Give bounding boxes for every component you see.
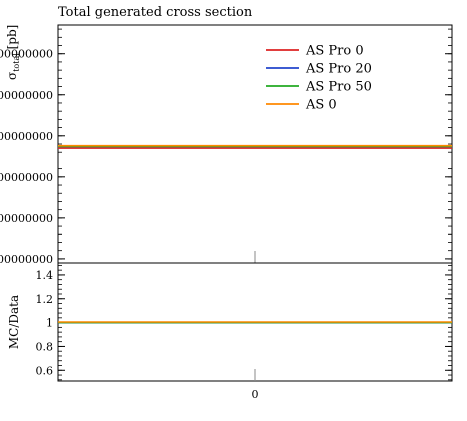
legend-entry-label: AS Pro 50: [305, 80, 372, 95]
lower-y-tick-label: 1.2: [36, 293, 54, 306]
legend-entry-label: AS Pro 20: [305, 62, 372, 77]
lower-series-lines: [58, 321, 452, 324]
lower-y-tick-label: 0.6: [36, 364, 54, 377]
lower-y-tick-label: 0.8: [36, 340, 54, 353]
upper-series-lines: [58, 144, 452, 149]
ylabel-sigma: σ: [5, 72, 19, 80]
lower-y-axis-label: MC/Data: [7, 295, 21, 349]
lower-y-tick-label: 1.4: [36, 269, 54, 282]
lower-y-tick-label: 1: [46, 317, 53, 330]
legend: AS Pro 0 AS Pro 20 AS Pro 50 AS 0: [266, 44, 372, 113]
x-axis: 0: [252, 388, 259, 401]
lower-y-axis: 0.6 0.8 1 1.2 1.4: [36, 264, 452, 381]
legend-entry-label: AS 0: [305, 98, 337, 113]
upper-plot-frame: [57, 24, 453, 264]
ylabel-subscript: total: [12, 53, 21, 72]
x-tick-label: 0: [252, 388, 259, 401]
chart-title: Total generated cross section: [58, 5, 253, 20]
upper-y-axis: 00000000 0 0000000 00 000000 000 00000 0000 0000…: [0, 28, 452, 266]
ylabel-unit: [pb]: [5, 25, 19, 54]
legend-entry-label: AS Pro 0: [305, 44, 364, 59]
upper-y-axis-label: σtotal [pb]: [5, 25, 21, 80]
